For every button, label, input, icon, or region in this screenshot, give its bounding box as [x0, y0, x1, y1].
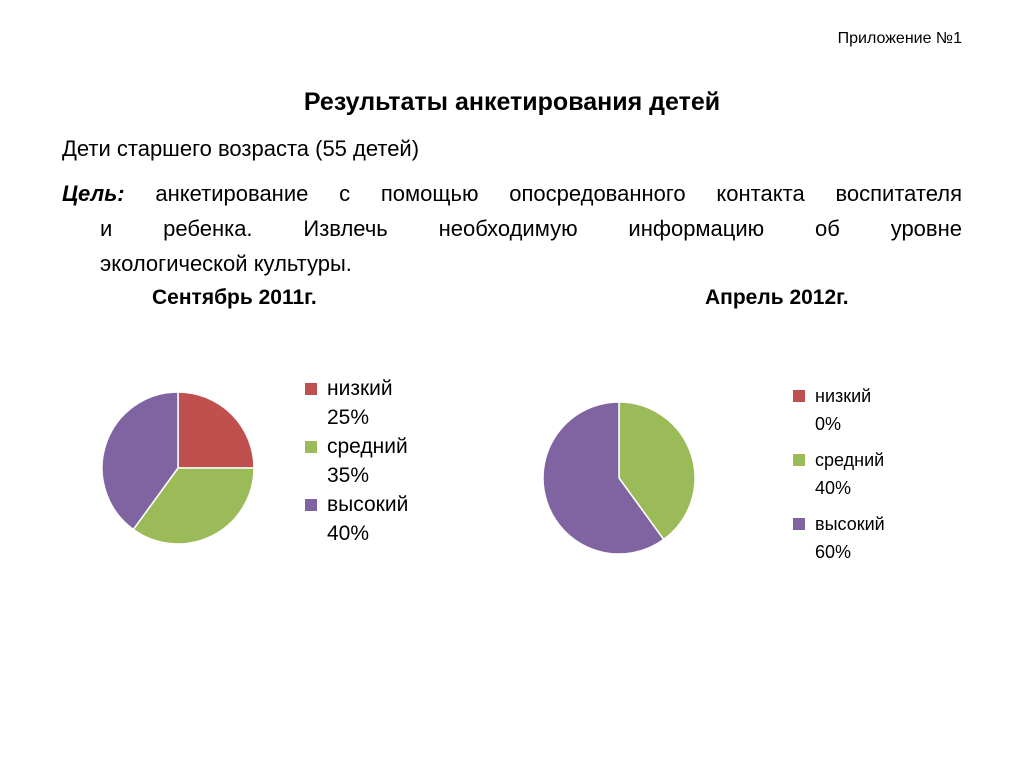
legend-label-medium: средний: [815, 450, 885, 470]
legend-label-low: низкий: [815, 386, 872, 406]
chart-title-april: Апрель 2012г.: [705, 286, 849, 309]
pie-slice-medium: [618, 401, 696, 541]
legend-value-high: 60%: [815, 542, 852, 562]
legend-swatch-low: [793, 390, 805, 402]
legend-april: низкий 0% средний 40% высокий 60%: [793, 382, 885, 574]
legend-label-high: высокий: [327, 493, 409, 516]
legend-label-high: высокий: [815, 514, 885, 534]
pie-slice-low: [177, 391, 255, 469]
goal-text-1: анкетирование с помощью опосредованного …: [155, 181, 962, 206]
goal-line-1: Цель: анкетирование с помощью опосредова…: [62, 176, 962, 211]
legend-item-high: высокий 60%: [793, 510, 885, 566]
goal-line-2: и ребенка. Извлечь необходимую информаци…: [100, 216, 962, 241]
legend-value-medium: 35%: [327, 464, 370, 487]
pie-chart-april: [542, 401, 696, 555]
goal-paragraph: Цель: анкетирование с помощью опосредова…: [62, 176, 962, 281]
legend-label-low: низкий: [327, 377, 393, 400]
legend-swatch-medium: [305, 441, 317, 453]
goal-label: Цель:: [62, 181, 125, 206]
page-title: Результаты анкетирования детей: [303, 88, 721, 116]
pie-slice-high: [542, 401, 665, 555]
legend-swatch-high: [305, 499, 317, 511]
legend-value-medium: 40%: [815, 478, 852, 498]
legend-item-high: высокий 40%: [305, 490, 408, 548]
pie-chart-september: [101, 391, 255, 545]
legend-item-low: низкий 25%: [305, 374, 408, 432]
appendix-label: Приложение №1: [837, 30, 962, 47]
legend-value-high: 40%: [327, 522, 370, 545]
legend-value-low: 0%: [815, 414, 842, 434]
legend-swatch-high: [793, 518, 805, 530]
legend-september: низкий 25% средний 35% высокий 40%: [305, 374, 408, 548]
legend-item-low: низкий 0%: [793, 382, 885, 438]
chart-title-september: Сентябрь 2011г.: [152, 286, 317, 309]
legend-swatch-medium: [793, 454, 805, 466]
legend-item-medium: средний 40%: [793, 446, 885, 502]
pie-slice-high: [101, 391, 179, 531]
legend-label-medium: средний: [327, 435, 408, 458]
legend-swatch-low: [305, 383, 317, 395]
pie-slice-medium: [132, 467, 255, 545]
goal-line-3: экологической культуры.: [100, 251, 352, 276]
legend-item-medium: средний 35%: [305, 432, 408, 490]
legend-value-low: 25%: [327, 406, 370, 429]
page-subtitle: Дети старшего возраста (55 детей): [62, 136, 420, 161]
